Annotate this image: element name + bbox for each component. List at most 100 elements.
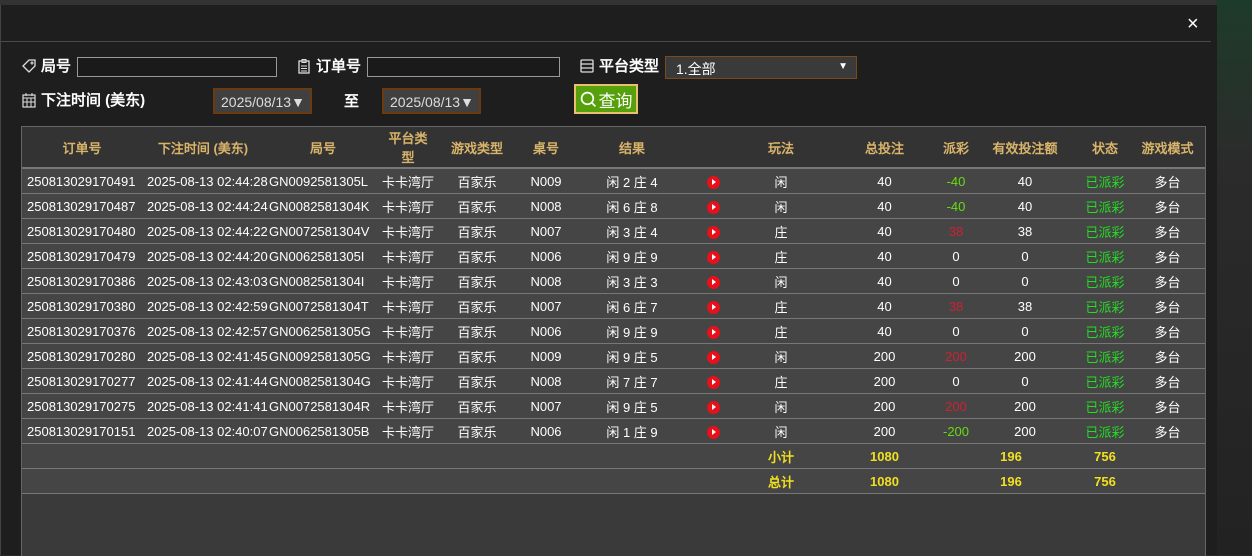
empty-cell bbox=[1130, 443, 1205, 469]
game-type-cell: 百家乐 bbox=[434, 418, 520, 444]
table-row: 250813029170280 2025-08-13 02:41:45 GN0092… bbox=[22, 343, 1205, 369]
column-header bbox=[692, 127, 735, 169]
bet-time-cell: 2025-08-13 02:44:28 bbox=[142, 168, 268, 194]
valid-bet-cell: 38 bbox=[970, 293, 1080, 319]
result-cell: 闲 3 庄 3 bbox=[572, 268, 692, 294]
empty-cell bbox=[22, 443, 735, 469]
round-id-cell: GN0092581305G bbox=[264, 343, 382, 369]
replay-cell[interactable] bbox=[692, 343, 735, 369]
platform-cell: 卡卡湾厅 bbox=[382, 268, 434, 294]
column-header: 有效投注额 bbox=[970, 127, 1080, 169]
bet-type-cell: 庄 bbox=[735, 293, 827, 319]
result-cell: 闲 9 庄 9 bbox=[572, 318, 692, 344]
replay-cell[interactable] bbox=[692, 418, 735, 444]
total-bet-cell: 200 bbox=[827, 368, 942, 394]
play-video-icon[interactable] bbox=[707, 300, 720, 314]
table-no-cell: N009 bbox=[520, 343, 572, 369]
calendar-icon bbox=[22, 92, 36, 108]
game-mode-cell: 多台 bbox=[1130, 293, 1205, 319]
platform-cell: 卡卡湾厅 bbox=[382, 293, 434, 319]
column-header: 平台类型 bbox=[382, 127, 434, 169]
time-label: 下注时间 (美东) bbox=[21, 89, 145, 110]
valid-bet-cell: 40 bbox=[970, 168, 1080, 194]
date-to-picker[interactable]: 2025/08/13▼ bbox=[382, 88, 481, 114]
result-cell: 闲 2 庄 4 bbox=[572, 168, 692, 194]
replay-cell[interactable] bbox=[692, 243, 735, 269]
play-video-icon[interactable] bbox=[707, 225, 720, 239]
replay-cell[interactable] bbox=[692, 368, 735, 394]
play-video-icon[interactable] bbox=[707, 425, 720, 439]
payout-cell: 200 bbox=[942, 393, 970, 419]
round-input[interactable] bbox=[77, 57, 277, 77]
date-from-picker[interactable]: 2025/08/13▼ bbox=[213, 88, 312, 114]
table-no-cell: N006 bbox=[520, 318, 572, 344]
replay-cell[interactable] bbox=[692, 268, 735, 294]
round-label: 局号 bbox=[21, 55, 71, 76]
round-id-cell: GN0082581304K bbox=[264, 193, 382, 219]
play-video-icon[interactable] bbox=[707, 200, 720, 214]
play-video-icon[interactable] bbox=[707, 250, 720, 264]
payout-cell: 0 bbox=[942, 268, 970, 294]
result-cell: 闲 7 庄 7 bbox=[572, 368, 692, 394]
play-video-icon[interactable] bbox=[707, 275, 720, 289]
bet-time-cell: 2025-08-13 02:43:03 bbox=[142, 268, 268, 294]
table-no-cell: N008 bbox=[520, 193, 572, 219]
payout-cell: -40 bbox=[942, 193, 970, 219]
order-input[interactable] bbox=[367, 57, 560, 77]
total-bet-cell: 40 bbox=[827, 268, 942, 294]
replay-cell[interactable] bbox=[692, 193, 735, 219]
result-cell: 闲 6 庄 7 bbox=[572, 293, 692, 319]
round-id-cell: GN0082581304G bbox=[264, 368, 382, 394]
bet-table: 订单号 下注时间 (美东) 局号 平台类型 游戏类型 桌号 结果 玩法 总投注 派彩 有效投注额 状态… bbox=[21, 126, 1206, 556]
clipboard-icon bbox=[298, 58, 310, 74]
total-bet-cell: 40 bbox=[827, 168, 942, 194]
result-cell: 闲 6 庄 8 bbox=[572, 193, 692, 219]
play-video-icon[interactable] bbox=[707, 350, 720, 364]
table-no-cell: N009 bbox=[520, 168, 572, 194]
replay-cell[interactable] bbox=[692, 218, 735, 244]
replay-cell[interactable] bbox=[692, 168, 735, 194]
platform-select[interactable]: 1.全部 ▼ bbox=[665, 56, 857, 79]
column-header: 玩法 bbox=[735, 127, 827, 169]
bet-time-cell: 2025-08-13 02:41:41 bbox=[142, 393, 268, 419]
result-cell: 闲 9 庄 9 bbox=[572, 243, 692, 269]
platform-cell: 卡卡湾厅 bbox=[382, 218, 434, 244]
bet-type-cell: 庄 bbox=[735, 368, 827, 394]
table-row: 250813029170491 2025-08-13 02:44:28 GN0092… bbox=[22, 168, 1205, 194]
game-type-cell: 百家乐 bbox=[434, 393, 520, 419]
total-row: 总计 1080 196 756 bbox=[22, 468, 1205, 494]
chevron-down-icon: ▼ bbox=[838, 61, 848, 72]
total-bet-cell: 200 bbox=[827, 343, 942, 369]
round-id-cell: GN0082581304I bbox=[264, 268, 382, 294]
bet-type-cell: 庄 bbox=[735, 243, 827, 269]
column-header: 订单号 bbox=[22, 127, 142, 169]
query-button[interactable]: 查询 bbox=[574, 84, 638, 114]
valid-bet-cell: 0 bbox=[970, 368, 1080, 394]
game-type-cell: 百家乐 bbox=[434, 193, 520, 219]
play-video-icon[interactable] bbox=[707, 325, 720, 339]
platform-cell: 卡卡湾厅 bbox=[382, 193, 434, 219]
total-bet-cell: 40 bbox=[827, 243, 942, 269]
valid-bet-cell: 0 bbox=[970, 243, 1080, 269]
game-mode-cell: 多台 bbox=[1130, 418, 1205, 444]
play-video-icon[interactable] bbox=[707, 400, 720, 414]
replay-cell[interactable] bbox=[692, 293, 735, 319]
game-type-cell: 百家乐 bbox=[434, 293, 520, 319]
round-id-cell: GN0062581305I bbox=[264, 243, 382, 269]
status-cell: 已派彩 bbox=[1080, 418, 1130, 444]
game-mode-cell: 多台 bbox=[1130, 268, 1205, 294]
replay-cell[interactable] bbox=[692, 393, 735, 419]
server-icon bbox=[580, 58, 594, 73]
order-id-cell: 250813029170480 bbox=[22, 218, 142, 244]
game-type-cell: 百家乐 bbox=[434, 218, 520, 244]
order-id-cell: 250813029170280 bbox=[22, 343, 142, 369]
play-video-icon[interactable] bbox=[707, 375, 720, 389]
subtotal-label: 小计 bbox=[735, 443, 827, 469]
valid-bet-cell: 200 bbox=[970, 393, 1080, 419]
game-mode-cell: 多台 bbox=[1130, 243, 1205, 269]
game-mode-cell: 多台 bbox=[1130, 343, 1205, 369]
close-button[interactable]: × bbox=[1187, 13, 1199, 35]
payout-cell: 0 bbox=[942, 368, 970, 394]
play-video-icon[interactable] bbox=[707, 175, 720, 189]
replay-cell[interactable] bbox=[692, 318, 735, 344]
